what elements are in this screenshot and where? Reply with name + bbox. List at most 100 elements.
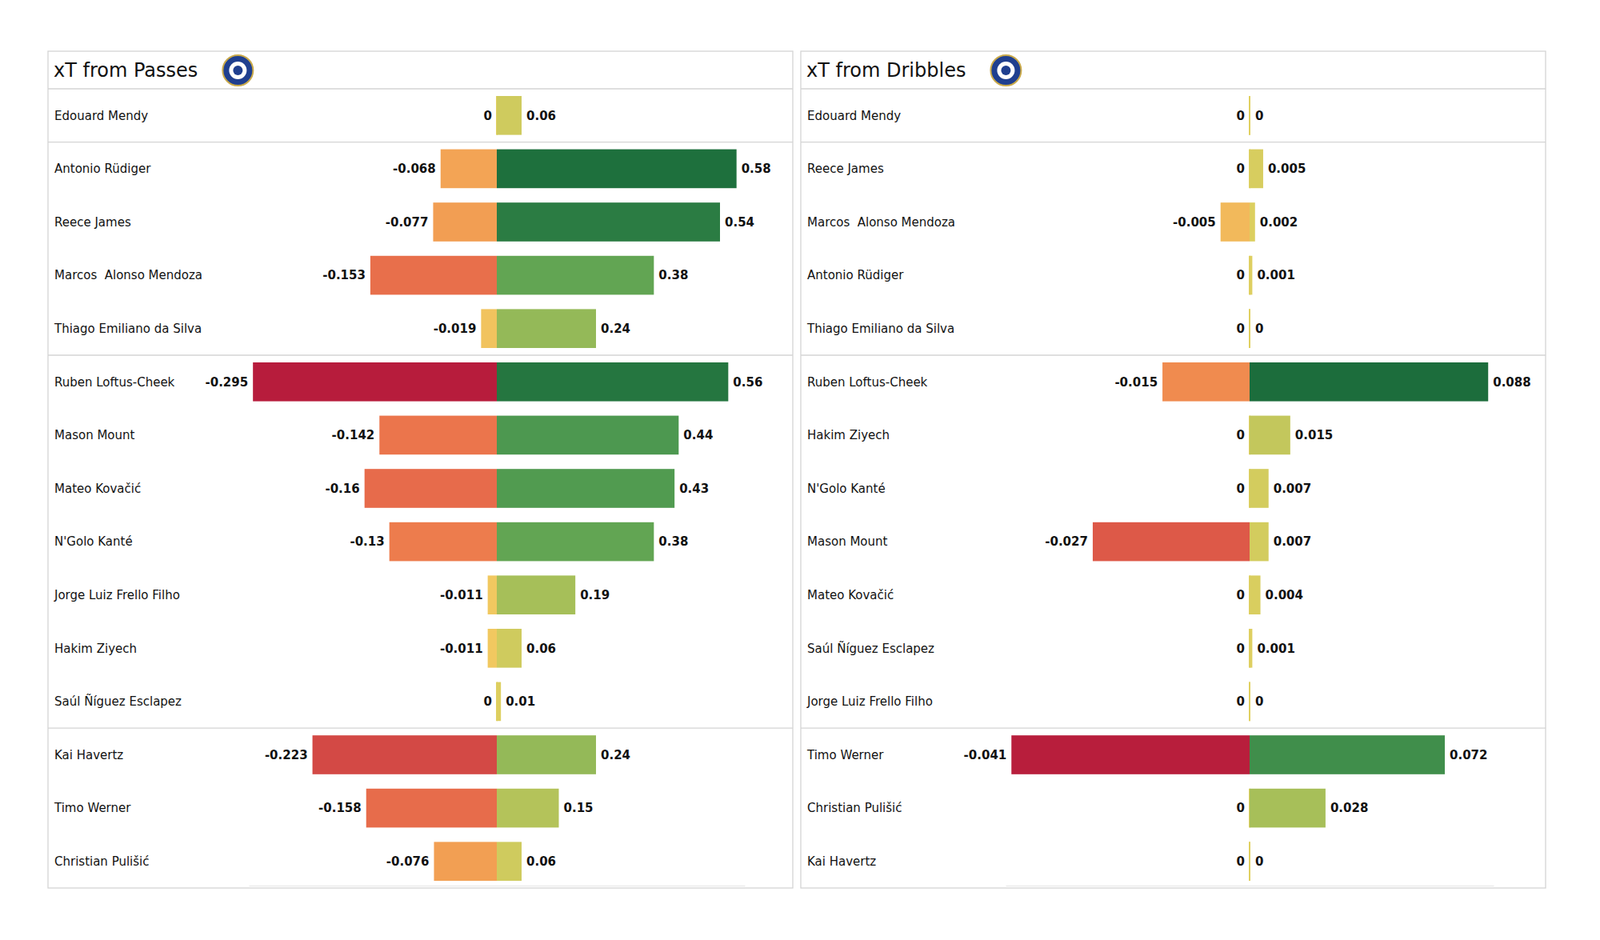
panel-frame [48,51,793,888]
category-label: Antonio Rüdiger [54,161,152,176]
data-label: -0.158 [318,800,362,816]
chart-title: xT from Passes [53,59,198,82]
category-label: Hakim Ziyech [807,428,890,443]
data-label: 0.088 [1492,375,1531,390]
bar [1249,468,1269,508]
chart-canvas: xT from Passes Edouard Mendy Antonio Rüdig… [0,0,1600,940]
title-separator [800,88,1546,89]
category-label: Ruben Loftus-Cheek [807,375,928,390]
data-label: 0 [1236,854,1245,869]
data-label: -0.005 [1172,215,1216,230]
data-label: -0.153 [322,268,366,283]
data-label: 0.54 [724,215,755,230]
group-separator [48,354,793,356]
data-label: 0.56 [732,375,763,390]
bar [1249,628,1252,668]
data-label: -0.142 [332,428,376,443]
bar [496,788,560,828]
bar [1220,202,1250,242]
bar [496,468,675,508]
category-label: Thiago Emiliano da Silva [806,321,955,336]
category-label: N'Golo Kanté [54,534,133,549]
x-axis [1006,885,1495,887]
category-label: Mason Mount [807,534,888,549]
data-label: 0 [1236,588,1245,603]
data-labels: 00-0.00500-0.01500-0.027000-0.0410000.00… [964,108,1532,869]
bar [1162,362,1250,402]
panel-frame [800,51,1546,888]
data-label: 0.06 [526,108,556,124]
bar [496,628,522,668]
bar [1249,149,1264,189]
data-label: -0.16 [324,481,360,496]
category-label: Hakim Ziyech [54,641,137,656]
data-label: 0 [1236,321,1245,336]
badge-center [228,61,247,80]
badge-ring [222,55,253,86]
bar [1249,575,1261,615]
data-label: 0 [484,694,492,709]
category-label: Saúl Ñíguez Esclapez [54,693,182,709]
data-label: -0.223 [264,748,308,763]
bar [496,735,596,775]
data-label: 0.001 [1256,641,1295,656]
club-badge [990,55,1021,86]
data-label: 0 [1236,108,1245,124]
bar [252,362,497,402]
group-separator [800,728,1546,729]
bar [1011,735,1250,775]
data-label: 0.01 [505,694,536,709]
data-label: 0.38 [658,268,688,283]
axis-line [249,885,746,887]
data-label: 0.004 [1265,588,1304,603]
bar [389,522,497,562]
category-label: N'Golo Kanté [807,481,886,496]
category-label: Saúl Ñíguez Esclapez [807,640,935,656]
data-label: 0 [484,108,492,124]
category-label: Jorge Luiz Frello Filho [806,694,933,709]
category-label: Marcos Alonso Mendoza [807,215,956,230]
bar [496,256,654,296]
data-label: 0.38 [658,534,688,549]
bar [1248,682,1251,722]
bar [1249,788,1326,828]
bar [496,362,728,402]
bar [480,308,497,348]
data-label: -0.015 [1114,375,1158,390]
bar [432,202,497,242]
badge-center [996,61,1015,80]
bar [1249,416,1291,456]
data-label: 0 [1236,800,1245,816]
bar [379,416,497,456]
data-label: -0.077 [385,215,429,230]
data-label: 0.007 [1273,534,1312,549]
category-label: Edouard Mendy [54,108,148,124]
panel: xT from Passes Edouard Mendy Antonio Rüdig… [48,51,793,888]
bar [488,628,497,668]
bar [1248,96,1251,136]
bar [1249,522,1269,562]
category-label: Christian Pulišić [807,800,903,816]
bar [1249,202,1256,242]
bar [433,841,497,881]
bar [370,256,497,296]
bar [1248,308,1251,348]
bar [496,308,596,348]
bar [1248,841,1251,881]
bar [496,416,679,456]
bar [1249,362,1488,402]
category-label: Jorge Luiz Frello Filho [53,588,180,603]
bar [1248,308,1251,348]
category-label: Mateo Kovačić [54,481,141,496]
title-separator [48,88,793,89]
bar [440,149,497,189]
group-separator [48,141,793,143]
data-label: -0.019 [433,321,477,336]
club-badge [222,55,253,86]
bar [366,788,497,828]
category-label: Reece James [807,161,884,176]
data-label: -0.041 [964,748,1008,763]
category-label: Christian Pulišić [54,854,150,869]
data-label: 0.007 [1273,481,1312,496]
data-label: 0.001 [1256,268,1295,283]
